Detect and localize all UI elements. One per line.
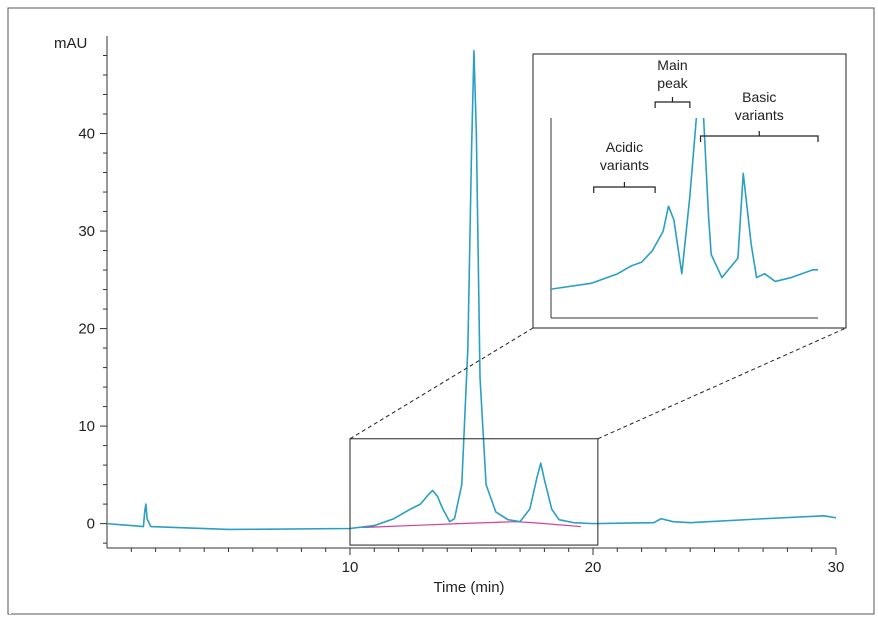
x-axis-label: Time (min) [433, 579, 504, 596]
y-axis-label: mAU [54, 35, 87, 52]
annotation-label: variants [735, 107, 784, 123]
annotation-label: Basic [742, 89, 776, 105]
figure-border-mask [9, 500, 11, 614]
x-tick-label: 20 [585, 559, 602, 576]
zoom-connector-left [349, 327, 534, 440]
y-tick-label: 20 [78, 321, 95, 338]
annotation-label: variants [600, 157, 649, 173]
main-plot: 0 10 20 30 40 10 20 30 [78, 36, 844, 576]
annotation-bracket [593, 182, 656, 193]
annotation-label: peak [657, 75, 688, 91]
y-tick-label: 40 [78, 126, 95, 143]
annotation-label: Acidic [606, 139, 643, 155]
y-tick-label: 0 [87, 516, 95, 533]
x-tick-label: 10 [342, 559, 359, 576]
annotation-label: Main [657, 57, 687, 73]
y-tick-label: 30 [78, 223, 95, 240]
inset-zoom-panel: Acidic variants Main peak Basic variants [349, 53, 847, 440]
y-tick-label: 10 [78, 418, 95, 435]
x-tick-label: 30 [828, 559, 845, 576]
annotation-bracket [654, 97, 691, 108]
integration-baseline [362, 521, 581, 529]
annotation-bracket [699, 131, 819, 142]
zoom-region-box [349, 438, 599, 546]
inset-trace [551, 118, 818, 290]
zoom-connector-right [597, 327, 847, 440]
